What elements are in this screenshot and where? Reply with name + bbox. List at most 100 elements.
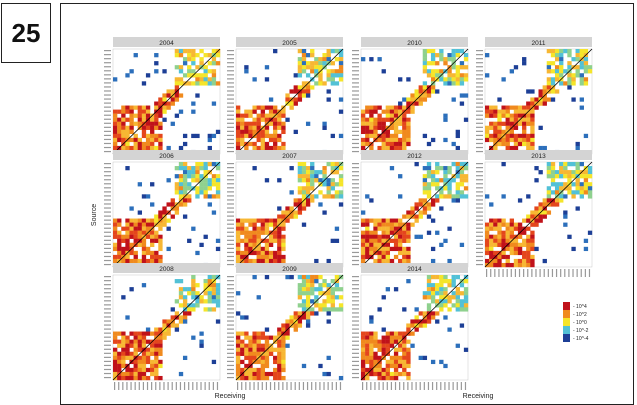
heatmap-cell — [207, 279, 212, 284]
heatmap-cell — [162, 218, 167, 223]
y-tick-label-mark — [352, 78, 359, 80]
heatmap-cell — [297, 69, 303, 74]
y-tick-label-mark — [227, 195, 234, 197]
heatmap-cell — [389, 117, 395, 122]
heatmap-cell — [117, 230, 122, 235]
heatmap-cell — [170, 315, 175, 320]
heatmap-cell — [338, 375, 344, 381]
heatmap-cell — [141, 355, 147, 361]
y-tick-label-mark — [476, 203, 483, 205]
heatmap-cell — [285, 335, 290, 340]
heatmap-cell — [277, 347, 282, 352]
panel-strip — [485, 37, 592, 47]
heatmap-cell — [326, 299, 331, 304]
heatmap-cell — [117, 359, 122, 365]
y-tick-label-mark — [104, 195, 111, 197]
heatmap-cell — [305, 186, 311, 191]
heatmap-cell — [522, 258, 527, 264]
heatmap-cell — [125, 230, 130, 235]
heatmap-cell — [509, 246, 515, 252]
legend-label: - 10^4 — [573, 304, 587, 310]
y-tick-label-mark — [104, 146, 111, 149]
heatmap-cell — [240, 339, 245, 344]
heatmap-cell — [236, 258, 241, 264]
heatmap-cell — [389, 359, 395, 365]
heatmap-cell — [398, 137, 403, 143]
heatmap-cell — [297, 186, 303, 191]
y-tick-label-mark — [476, 219, 483, 221]
heatmap-cell — [133, 375, 138, 381]
heatmap-cell — [285, 218, 290, 223]
heatmap-cell — [422, 166, 428, 171]
heatmap-cell — [182, 319, 188, 324]
heatmap-cell — [297, 319, 303, 324]
heatmap-cell — [305, 291, 311, 296]
heatmap-cell — [559, 49, 564, 54]
heatmap-cell — [365, 230, 370, 235]
heatmap-cell — [256, 331, 261, 336]
heatmap-cell — [285, 97, 290, 102]
heatmap-cell — [402, 371, 407, 377]
heatmap-cell — [248, 109, 253, 114]
heatmap-cell — [121, 351, 126, 356]
heatmap-cell — [489, 121, 494, 126]
heatmap-cell — [252, 121, 257, 126]
heatmap-cell — [256, 375, 261, 381]
heatmap-cell — [191, 69, 196, 74]
heatmap-cell — [422, 133, 428, 139]
heatmap-cell — [439, 242, 444, 248]
heatmap-cell — [182, 49, 188, 54]
heatmap-cell — [236, 234, 241, 239]
heatmap-cell — [256, 137, 261, 143]
y-tick-label-mark — [227, 227, 234, 229]
heatmap-cell — [361, 117, 366, 122]
heatmap-cell — [150, 359, 155, 365]
legend-swatch — [563, 318, 570, 326]
x-tick-label-mark — [423, 382, 425, 390]
y-tick-label-mark — [352, 304, 359, 306]
heatmap-cell — [402, 113, 407, 118]
heatmap-cell — [256, 371, 261, 377]
heatmap-cell — [563, 194, 568, 199]
heatmap-cell — [203, 65, 208, 70]
heatmap-cell — [154, 359, 159, 365]
heatmap-cell — [463, 65, 469, 70]
heatmap-cell — [505, 109, 510, 114]
heatmap-cell — [530, 137, 535, 143]
heatmap-cell — [182, 141, 188, 147]
heatmap-cell — [301, 206, 307, 211]
heatmap-cell — [145, 109, 151, 114]
heatmap-cell — [338, 295, 344, 300]
x-tick-label-mark — [298, 382, 300, 390]
y-tick-label-mark — [104, 50, 111, 52]
heatmap-cell — [310, 299, 315, 304]
heatmap-cell — [277, 234, 282, 239]
heatmap-cell — [277, 351, 282, 356]
heatmap-cell — [447, 307, 452, 312]
heatmap-cell — [579, 186, 584, 191]
y-tick-label-mark — [352, 259, 359, 262]
heatmap-cell — [554, 186, 560, 191]
heatmap-cell — [435, 291, 440, 296]
heatmap-cell — [505, 254, 510, 260]
y-tick-label-mark — [352, 171, 359, 173]
heatmap-cell — [385, 109, 391, 114]
heatmap-cell — [297, 73, 303, 78]
heatmap-cell — [158, 141, 163, 147]
y-tick-label-mark — [227, 126, 234, 128]
heatmap-cell — [447, 170, 452, 175]
y-tick-label-mark — [227, 276, 234, 278]
heatmap-cell — [154, 145, 159, 151]
heatmap-cell — [522, 137, 527, 143]
heatmap-cell — [526, 218, 531, 223]
heatmap-cell — [418, 311, 423, 316]
heatmap-cell — [463, 117, 469, 122]
heatmap-cell — [377, 254, 382, 260]
heatmap-cell — [310, 85, 315, 90]
heatmap-cell — [546, 162, 552, 167]
heatmap-cell — [439, 206, 444, 211]
y-tick-label-mark — [476, 199, 483, 201]
heatmap-cell — [182, 162, 188, 167]
heatmap-cell — [522, 242, 527, 248]
y-tick-label-mark — [227, 146, 234, 149]
